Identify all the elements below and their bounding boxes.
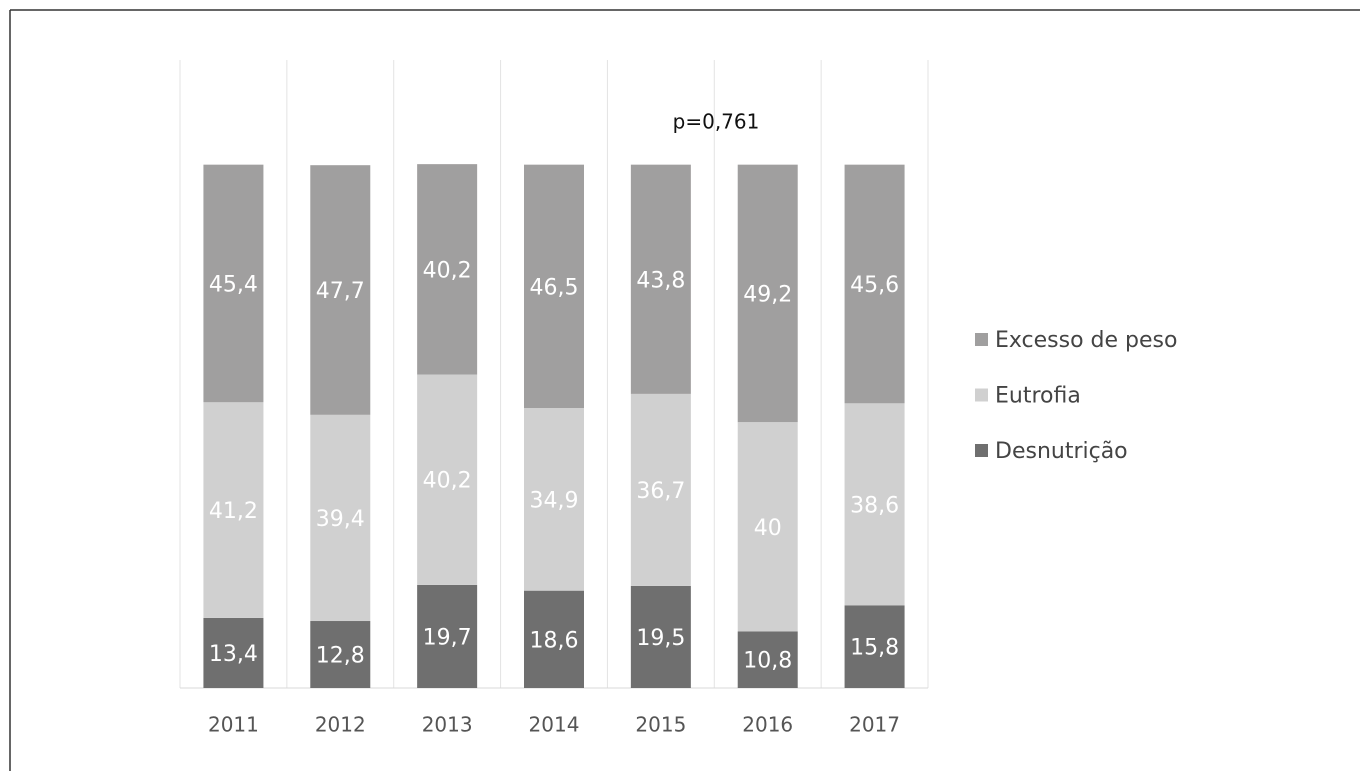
data-label: 13,4 [209,642,258,667]
data-label: 40 [754,516,782,541]
bar-segment [737,164,798,423]
bar-segment [524,408,584,591]
bar-segment [737,422,798,632]
data-label: 49,2 [743,282,792,307]
bar-segment [203,402,264,618]
x-tick-label: 2016 [742,713,793,737]
data-label: 12,8 [316,644,365,669]
x-tick-label: 2014 [529,713,580,737]
bar-segment [524,590,584,688]
legend-label: Eutrofia [995,384,1081,409]
bar-segment [844,164,905,404]
bar-segment [417,584,478,688]
data-label: 39,4 [316,507,365,532]
bar-segment [844,403,905,606]
data-label: 47,7 [316,279,365,304]
data-label: 40,2 [423,258,472,283]
data-label: 15,8 [850,636,899,661]
x-tick-label: 2017 [849,713,900,737]
bar-segment [417,374,478,585]
bar-segment [630,393,691,586]
bar-segment [524,164,584,409]
bar-segment [417,164,478,375]
x-tick-label: 2012 [315,713,366,737]
legend-label: Excesso de peso [995,328,1177,353]
data-label: 40,2 [423,469,472,494]
bar-segment [844,605,905,688]
bar-segment [310,414,371,622]
data-label: 18,6 [530,628,579,653]
bar-segment [203,164,264,403]
bar-segment [203,617,264,688]
x-tick-label: 2015 [635,713,686,737]
legend-label: Desnutrição [995,439,1128,464]
data-label: 34,9 [530,488,579,513]
data-label: 45,4 [209,272,258,297]
legend-swatch [975,333,988,346]
data-label: 19,5 [636,626,685,651]
legend-swatch [975,444,988,457]
annotation: p=0,761 [673,110,760,134]
data-label: 45,6 [850,273,899,298]
bar-segment [310,621,371,688]
data-label: 46,5 [530,275,579,300]
bar-segment [630,585,691,688]
data-label: 41,2 [209,499,258,524]
data-label: 10,8 [743,649,792,674]
data-label: 38,6 [850,493,899,518]
data-label: 43,8 [636,268,685,293]
bar-segment [310,165,371,415]
data-label: 19,7 [423,625,472,650]
data-label: 36,7 [636,479,685,504]
x-tick-label: 2011 [208,713,259,737]
bar-segment [630,164,691,394]
bar-segment [737,631,798,688]
legend-swatch [975,388,988,402]
x-tick-label: 2013 [422,713,473,737]
